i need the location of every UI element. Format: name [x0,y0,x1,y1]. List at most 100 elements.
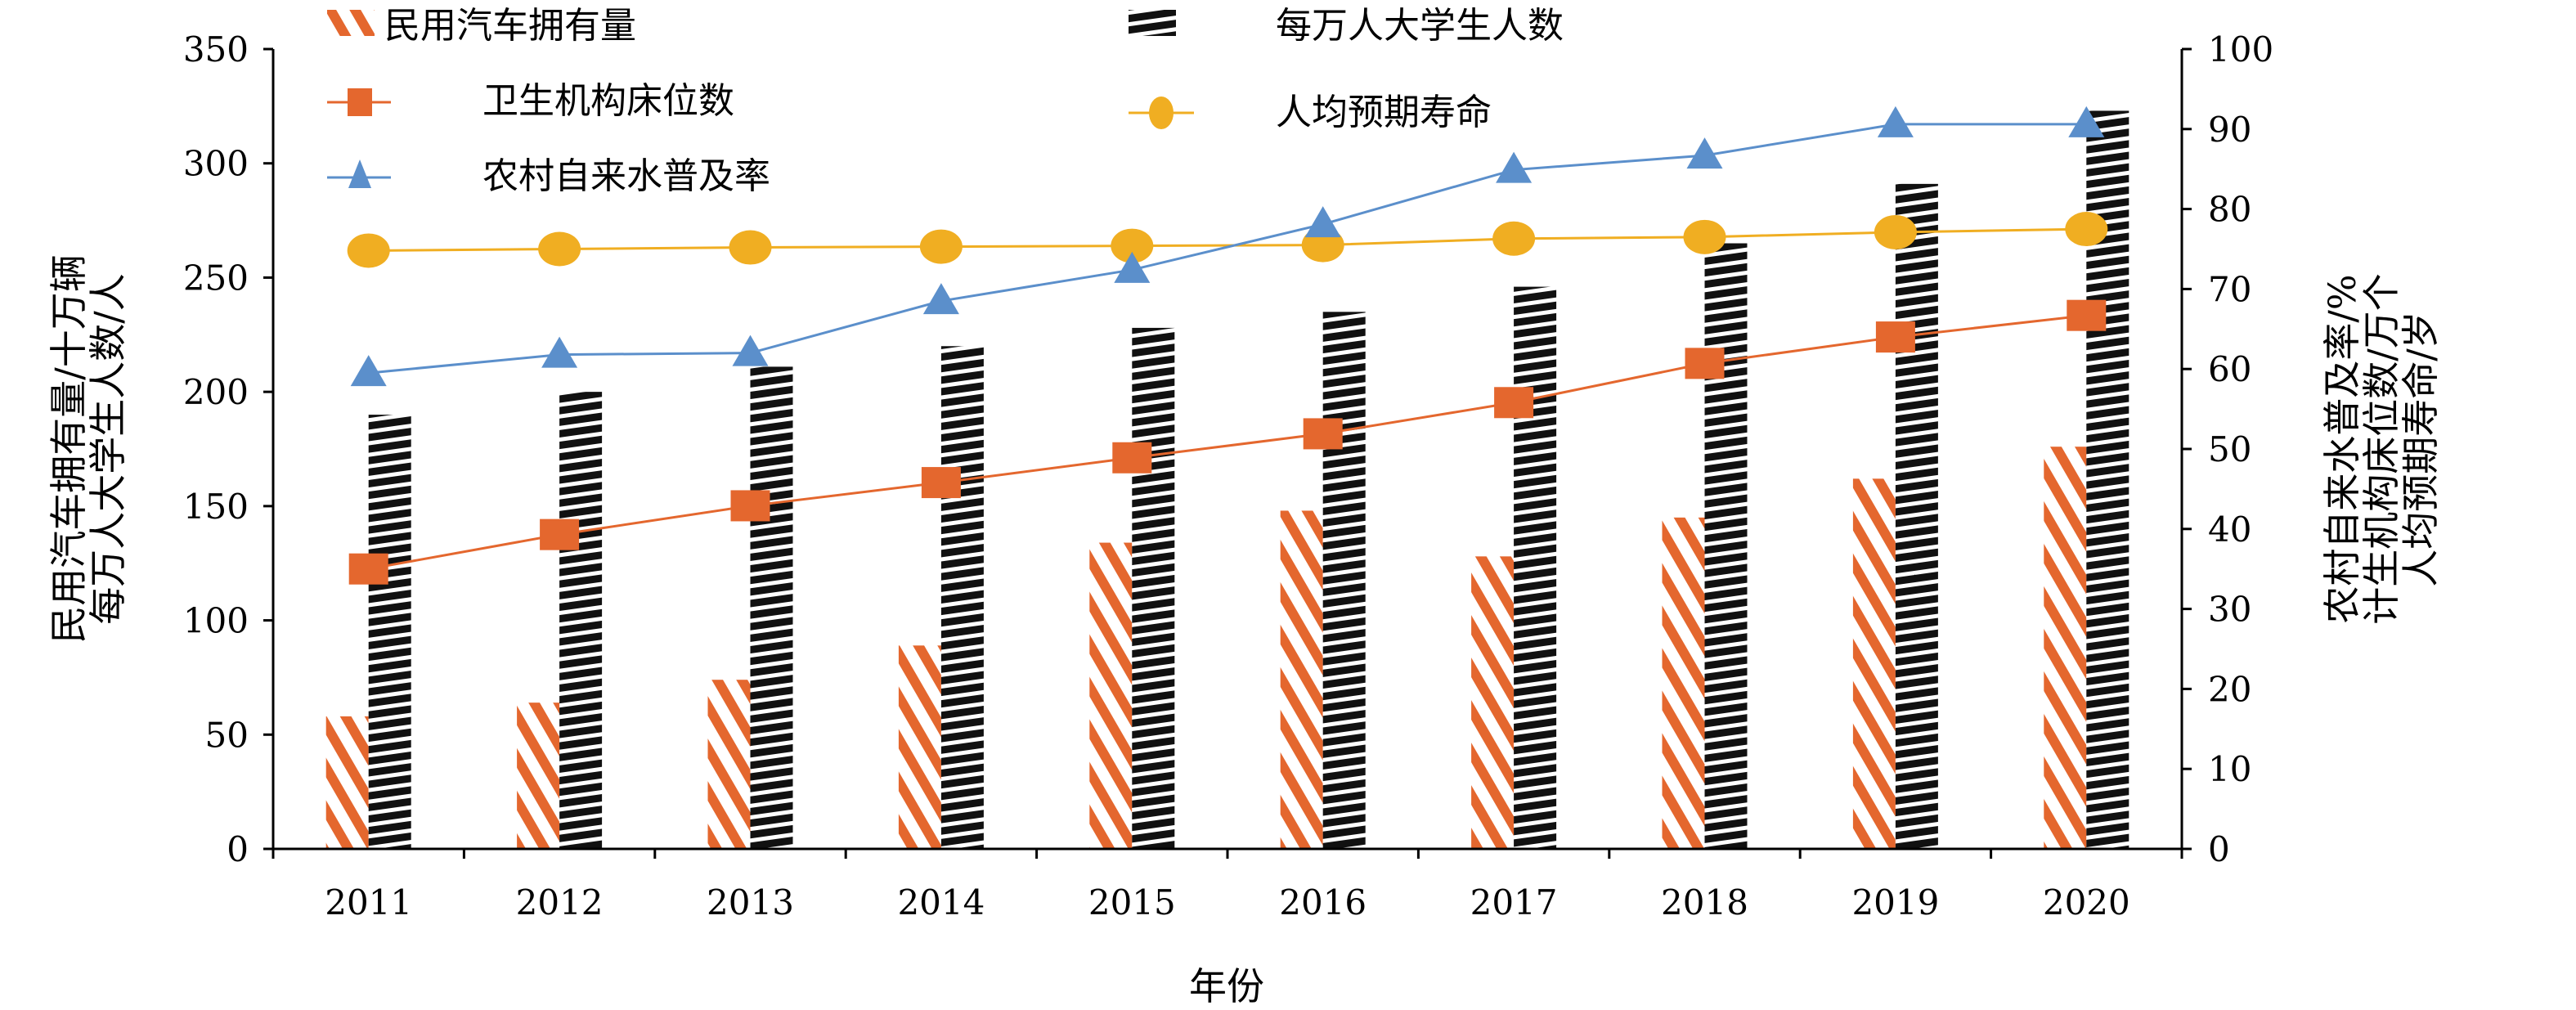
left-tick-label: 350 [183,29,249,70]
legend-swatch-students [1129,10,1176,36]
point-square [2067,299,2107,331]
left-axis-title-1: 民用汽车拥有量/十万辆 [47,254,91,644]
legend-marker-triangle-icon [348,159,371,188]
legend: 民用汽车拥有量 每万人大学生人数 卫生机构床位数 人均预期寿命 农村自来水普及率 [327,5,1564,197]
left-tick-label: 0 [227,829,249,869]
x-tick-label: 2012 [516,882,604,922]
line-circle [368,227,2087,252]
x-tick-label: 2011 [325,882,412,922]
right-axis-title-3: 人均预期寿命/岁 [2399,311,2443,587]
point-square [1494,387,1534,419]
point-square [540,518,580,550]
right-tick-label: 30 [2208,590,2251,630]
point-square [1875,321,1915,353]
bar-students [1895,183,1938,849]
bar-students [559,392,603,850]
x-tick-label: 2016 [1279,882,1367,922]
point-square [921,467,961,499]
x-tick-label: 2019 [1851,882,1939,922]
right-tick-label: 50 [2208,429,2251,469]
point-square [1112,442,1152,474]
point-triangle [1496,151,1533,183]
point-circle [538,231,581,267]
bar-students [1514,286,1557,849]
bar-students [368,415,411,850]
point-square [730,490,770,522]
x-tick-label: 2017 [1470,882,1558,922]
left-tick-label: 200 [183,372,249,412]
bar-car [325,716,369,849]
point-triangle [922,283,959,315]
lines-layer [347,105,2108,585]
point-circle [1492,221,1536,256]
right-tick-label: 40 [2208,509,2251,550]
point-triangle [1304,206,1341,238]
bar-students [1322,312,1366,849]
point-circle [1683,219,1726,254]
bar-students [1132,327,1175,850]
x-tick-label: 2014 [897,882,985,922]
x-tick-label: 2020 [2043,882,2130,922]
right-tick-label: 90 [2208,110,2251,150]
x-tick-label: 2013 [707,882,794,922]
bar-car [517,703,560,849]
point-circle [1874,214,1917,249]
left-tick-label: 50 [205,715,249,755]
point-triangle [1686,137,1723,169]
legend-label-beds: 卫生机构床位数 [482,80,734,122]
right-tick-label: 100 [2208,29,2273,70]
legend-label-life: 人均预期寿命 [1276,92,1492,133]
right-tick-label: 70 [2208,269,2251,309]
point-triangle [1114,251,1151,283]
bars-layer [325,110,2129,850]
point-square [1685,348,1725,379]
legend-label-water: 农村自来水普及率 [482,155,770,197]
axes-layer: 0 50 100 150 200 250 300 350 0 10 20 30 40 50 60 70 80 90… [183,29,2273,922]
left-tick-label: 300 [183,144,249,184]
x-tick-label: 2015 [1088,882,1176,922]
point-circle [729,230,772,265]
left-tick-label: 250 [183,258,249,298]
bar-car [1662,517,1705,849]
legend-swatch-car [327,10,375,36]
right-tick-label: 0 [2208,829,2230,869]
legend-marker-circle-icon [1149,97,1174,129]
x-axis-title: 年份 [1189,964,1264,1008]
bar-car [1280,510,1323,849]
left-axis-title-2: 每万人大学生人数/人 [86,273,130,625]
right-axis-title-2: 计生机构床位数/万个 [2359,273,2403,625]
right-tick-label: 80 [2208,190,2251,230]
line-triangle [368,123,2087,375]
bar-car [898,645,941,849]
point-triangle [732,334,769,366]
point-circle [919,229,963,264]
bar-car [1089,542,1133,849]
point-circle [1111,228,1154,263]
point-circle [347,233,390,268]
point-square [348,553,388,585]
point-triangle [2068,105,2105,137]
line-square [368,314,2087,571]
x-tick-label: 2018 [1661,882,1748,922]
right-tick-label: 60 [2208,349,2251,389]
bar-car [1852,478,1896,849]
bar-car [707,680,751,849]
legend-label-car: 民用汽车拥有量 [384,5,636,47]
legend-label-students: 每万人大学生人数 [1276,5,1564,47]
right-tick-label: 10 [2208,749,2251,789]
point-circle [2065,212,2108,247]
point-square [1303,418,1343,450]
bar-students [750,366,793,849]
right-tick-label: 20 [2208,669,2251,709]
point-triangle [1877,105,1914,137]
bar-students [940,346,984,849]
point-triangle [541,336,578,368]
legend-marker-square-icon [348,88,372,116]
point-triangle [350,355,387,387]
right-axis-title-1: 农村自来水普及率/% [2320,274,2364,623]
bar-car [1471,556,1515,849]
left-tick-label: 100 [183,601,249,641]
left-tick-label: 150 [183,487,249,527]
bar-students [1704,243,1748,849]
